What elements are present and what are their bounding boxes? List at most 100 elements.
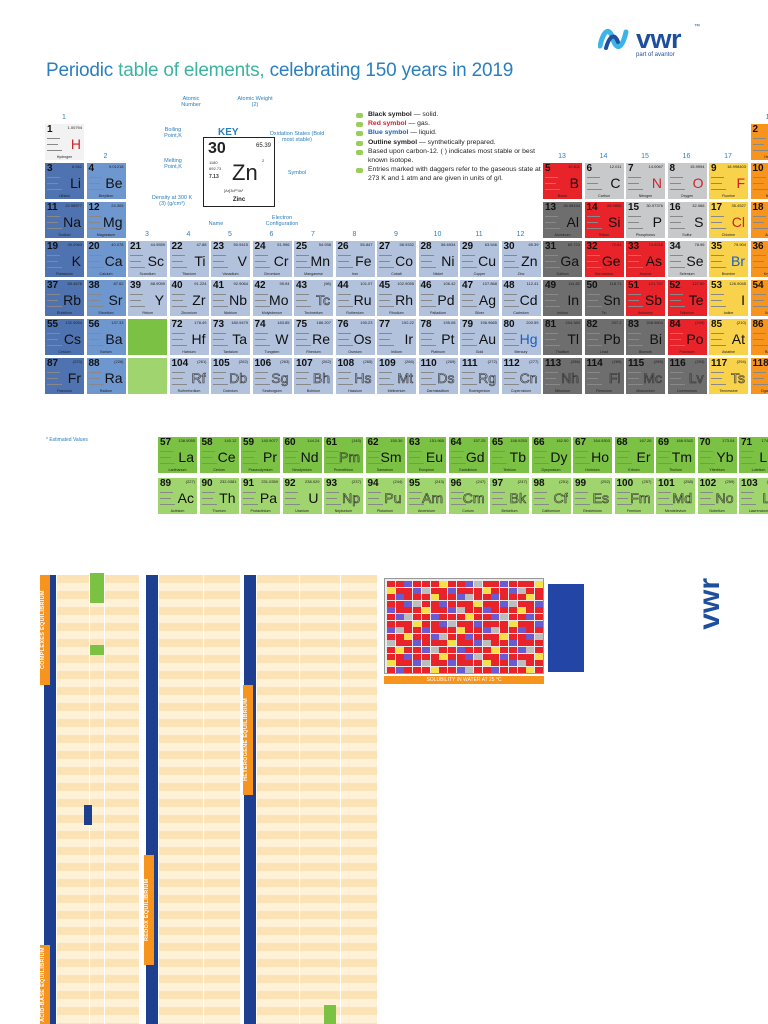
element-symbol: Fr <box>67 370 81 386</box>
atomic-number: 117 <box>711 358 728 369</box>
data-line <box>503 339 515 340</box>
heatmap-cell <box>517 607 526 614</box>
element-symbol: S <box>694 214 704 230</box>
heatmap-cell <box>456 640 465 647</box>
heatmap-cell <box>439 600 448 607</box>
element-symbol: C <box>610 175 621 191</box>
atomic-number: 99 <box>575 478 587 489</box>
element-name: Cesium <box>58 350 71 354</box>
data-line <box>586 333 600 334</box>
element-symbol: Tb <box>509 449 526 465</box>
heatmap-cell <box>439 587 448 594</box>
data-line <box>243 492 256 493</box>
heatmap-cell <box>534 653 543 660</box>
data-line <box>711 339 722 340</box>
atomic-weight: 167.26 <box>639 438 652 443</box>
element-name: Tantalum <box>223 350 238 354</box>
element-symbol: Er <box>636 449 651 465</box>
heatmap-cell <box>456 660 465 667</box>
element-cell: 27 58.9332 Co Cobalt <box>376 240 417 278</box>
heatmap-cell <box>517 647 526 653</box>
element-symbol: Bh <box>312 370 331 387</box>
element-name: Sodium <box>58 233 71 237</box>
heatmap-cell <box>430 594 439 601</box>
heatmap-cell <box>387 600 395 607</box>
data-line <box>752 267 768 268</box>
heatmap-cell <box>517 660 526 667</box>
data-line <box>628 255 641 256</box>
data-line <box>545 306 560 307</box>
element-cell: 29 63.546 Cu Copper <box>459 240 500 278</box>
heatmap-cell <box>526 581 535 587</box>
element-symbol: Nd <box>300 449 319 465</box>
data-line <box>545 300 556 301</box>
element-symbol: Ac <box>177 490 194 506</box>
heatmap-cell <box>430 620 439 627</box>
data-line <box>379 372 392 373</box>
data-line <box>503 255 517 256</box>
element-cell: 24.002602HeHelium <box>749 123 768 161</box>
data-line <box>462 267 477 268</box>
data-line <box>628 222 639 223</box>
data-line <box>616 457 628 458</box>
heatmap-cell <box>465 614 474 620</box>
element-symbol: Es <box>592 490 609 507</box>
atomic-number: 94 <box>367 478 379 489</box>
heatmap-cell <box>474 600 482 607</box>
data-line <box>379 384 394 385</box>
heatmap-cell <box>456 581 465 587</box>
data-line <box>545 372 558 373</box>
atomic-weight: (244) <box>393 479 403 484</box>
heatmap-cell <box>447 600 456 607</box>
element-symbol: Lr <box>762 490 768 507</box>
atomic-weight: 26.98154 <box>563 203 580 208</box>
data-line <box>752 150 768 151</box>
element-cell: 20 40.078 Ca Calcium <box>85 240 127 278</box>
heatmap-cell <box>421 666 430 673</box>
element-name: Polonium <box>679 350 695 354</box>
data-line <box>296 339 307 340</box>
key-oxidation: 2 <box>262 158 265 163</box>
element-cell: 1 1.00794 H Hydrogen <box>44 123 85 161</box>
element-name: Holmium <box>585 468 600 472</box>
key-melting: 692.73 <box>209 166 222 171</box>
element-cell: 23 50.9415 V Vanadium <box>210 240 251 278</box>
element-symbol: K <box>71 253 81 269</box>
element-cell: 55 132.9054 Cs Cesium <box>44 318 85 356</box>
atomic-weight: 238.029 <box>305 479 320 484</box>
element-symbol: Au <box>478 331 496 347</box>
data-line <box>533 504 549 505</box>
element-cell: 34 78.96 Se Selenium <box>666 240 708 278</box>
element-name: Iridium <box>391 350 402 354</box>
element-cell: 67 164.9303 Ho Holmium <box>572 436 613 474</box>
heatmap-cell <box>413 627 422 634</box>
data-line <box>669 333 683 334</box>
key-label-atomic-number: Atomic Number <box>181 96 201 109</box>
heatmap-cell <box>413 594 422 601</box>
element-symbol: Sg <box>271 370 289 387</box>
element-symbol: Fl <box>608 370 621 387</box>
element-name: Berkelium <box>501 509 518 513</box>
data-line <box>47 189 62 190</box>
atomic-number: 103 <box>741 478 758 489</box>
data-line <box>88 189 104 190</box>
data-line <box>296 261 307 262</box>
heatmap-cell <box>508 640 517 647</box>
element-name: Mendelevium <box>664 509 687 513</box>
element-name: Nickel <box>433 272 443 276</box>
atomic-weight: 195.08 <box>443 320 456 325</box>
legend-item: Blue symbol — liquid. <box>356 128 546 137</box>
data-line <box>88 255 102 256</box>
element-name: Palladium <box>430 311 446 315</box>
group-number: 15 <box>641 153 649 160</box>
element-name: Zirconium <box>181 311 197 315</box>
atomic-weight: 87.62 <box>113 281 124 286</box>
data-line <box>492 451 505 452</box>
element-name: Moscovium <box>636 389 655 393</box>
atomic-number: 70 <box>699 437 711 448</box>
atomic-number: 7 <box>628 163 634 174</box>
data-line <box>171 261 183 262</box>
data-line <box>711 306 726 307</box>
data-line <box>284 498 296 499</box>
heatmap-cell <box>447 620 456 627</box>
